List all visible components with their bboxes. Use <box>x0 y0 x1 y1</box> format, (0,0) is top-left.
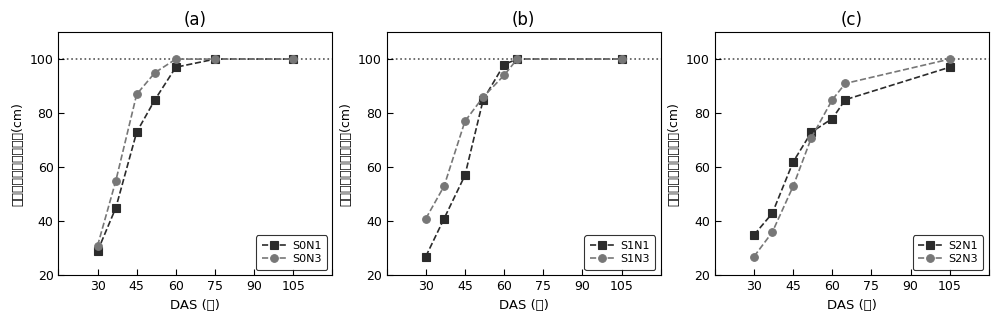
S1N1 <box>459 173 471 177</box>
Legend: S2N1, S2N3: S2N1, S2N3 <box>913 235 983 270</box>
S0N3 <box>92 244 104 248</box>
Line: S2N3: S2N3 <box>750 55 954 260</box>
S0N3 <box>110 179 122 183</box>
S1N1 <box>498 63 510 67</box>
S0N3 <box>170 57 182 61</box>
S2N1 <box>944 65 956 69</box>
S2N1 <box>839 98 851 102</box>
S1N3 <box>438 184 450 188</box>
Title: (a): (a) <box>184 11 207 29</box>
Title: (c): (c) <box>841 11 863 29</box>
Line: S0N3: S0N3 <box>94 55 297 250</box>
S0N1 <box>287 57 299 61</box>
Line: S1N1: S1N1 <box>422 55 625 260</box>
S1N3 <box>498 73 510 77</box>
Y-axis label: 最大根系深度观测结果(cm): 最大根系深度观测结果(cm) <box>339 102 352 206</box>
S0N3 <box>209 57 221 61</box>
S1N1 <box>477 98 489 102</box>
X-axis label: DAS (天): DAS (天) <box>499 299 549 312</box>
S2N1 <box>766 211 778 215</box>
S2N3 <box>748 255 760 258</box>
S1N3 <box>459 120 471 123</box>
S0N1 <box>92 249 104 253</box>
S2N3 <box>944 57 956 61</box>
S0N1 <box>131 130 143 134</box>
Legend: S0N1, S0N3: S0N1, S0N3 <box>256 235 327 270</box>
S1N1 <box>438 217 450 221</box>
S1N3 <box>477 95 489 99</box>
S2N1 <box>787 160 799 164</box>
Y-axis label: 最大根系深度观测结果(cm): 最大根系深度观测结果(cm) <box>11 102 24 206</box>
S2N3 <box>787 184 799 188</box>
Line: S2N1: S2N1 <box>750 63 954 239</box>
S2N3 <box>839 81 851 85</box>
S2N3 <box>805 136 817 140</box>
S1N1 <box>511 57 523 61</box>
S1N3 <box>420 217 432 221</box>
S0N3 <box>149 71 161 75</box>
S1N1 <box>420 255 432 258</box>
S0N1 <box>170 65 182 69</box>
S0N3 <box>287 57 299 61</box>
S2N1 <box>748 233 760 237</box>
S2N1 <box>805 130 817 134</box>
S2N1 <box>826 117 838 120</box>
S1N3 <box>616 57 628 61</box>
Y-axis label: 最大根系深度观测结果(cm): 最大根系深度观测结果(cm) <box>668 102 681 206</box>
Line: S1N3: S1N3 <box>422 55 625 223</box>
S0N3 <box>131 92 143 96</box>
Title: (b): (b) <box>512 11 535 29</box>
X-axis label: DAS (天): DAS (天) <box>170 299 220 312</box>
S0N1 <box>110 206 122 210</box>
Line: S0N1: S0N1 <box>94 55 297 255</box>
S0N1 <box>209 57 221 61</box>
S0N1 <box>149 98 161 102</box>
S2N3 <box>826 98 838 102</box>
S2N3 <box>766 230 778 234</box>
S1N3 <box>511 57 523 61</box>
S1N1 <box>616 57 628 61</box>
Legend: S1N1, S1N3: S1N1, S1N3 <box>584 235 655 270</box>
X-axis label: DAS (天): DAS (天) <box>827 299 877 312</box>
